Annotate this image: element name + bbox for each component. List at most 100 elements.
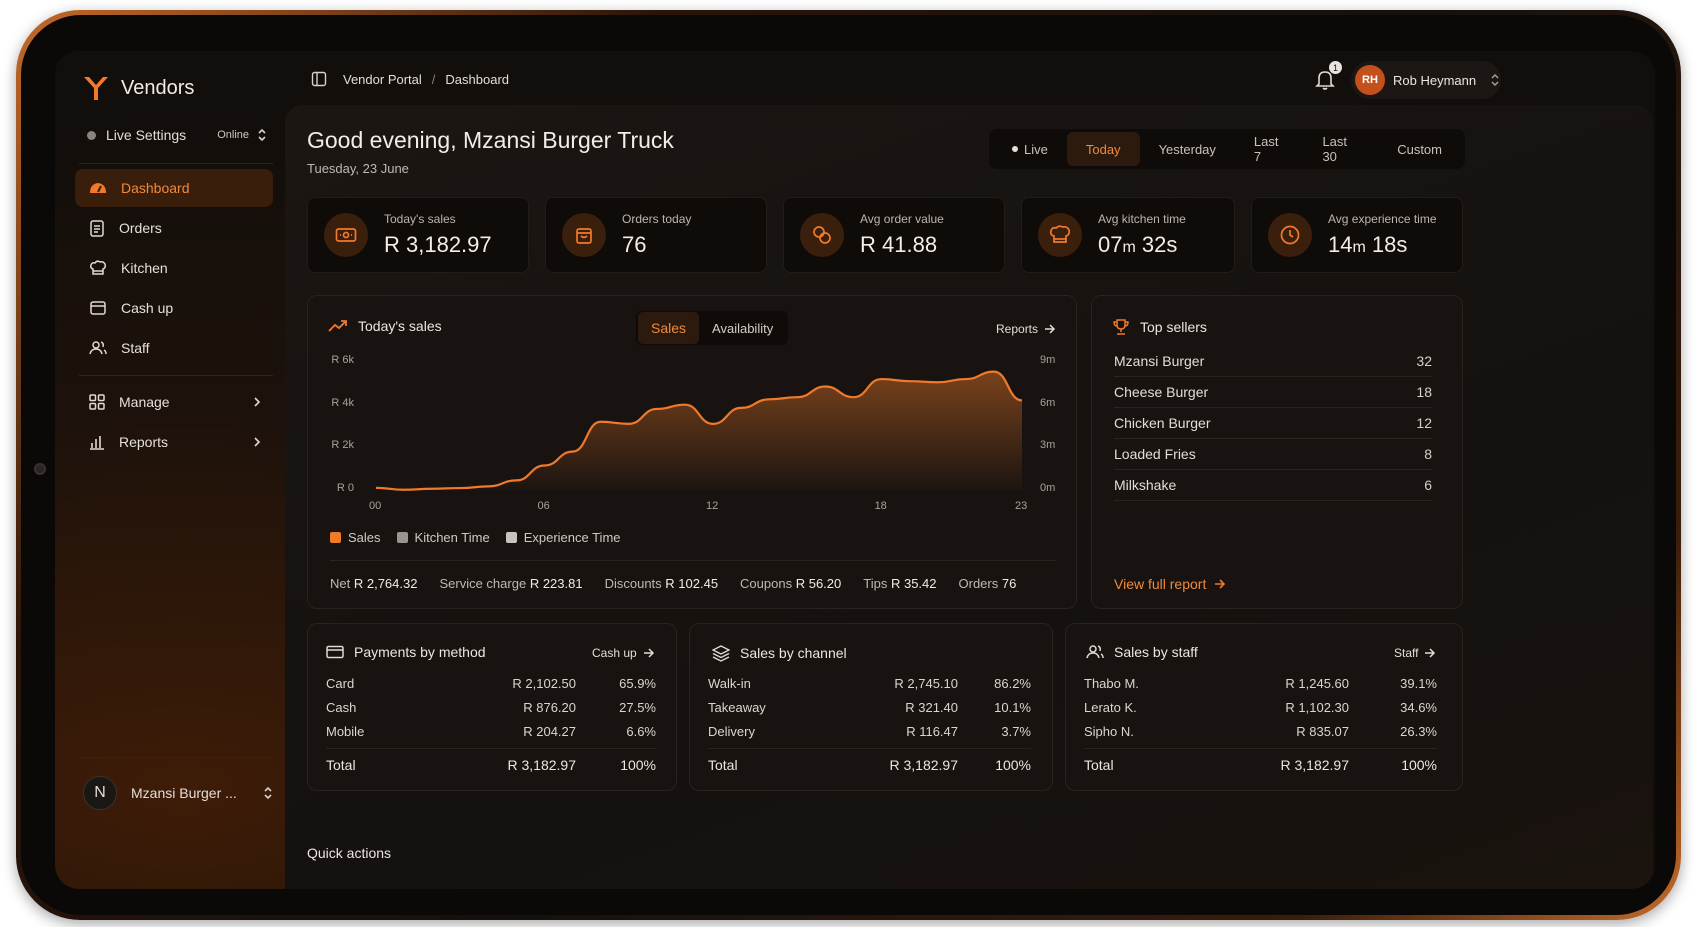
divider [79,757,273,758]
row-percent: 34.6% [1400,700,1437,715]
range-last-30[interactable]: Last 30 [1322,134,1348,164]
breadcrumb-root[interactable]: Vendor Portal [343,71,422,87]
legend-experience-time[interactable]: Experience Time [505,530,621,545]
chart-legend: Sales Kitchen Time Experience Time [330,530,621,545]
row-amount: R 116.47 [906,724,958,739]
sidebar-item-reports[interactable]: Reports [75,423,273,461]
total-row: Total R 3,182.97 100% [326,757,656,773]
total-label: Total [708,757,738,773]
selector-icon [1491,74,1499,86]
divider [326,748,656,749]
sidebar-toggle-icon[interactable] [311,71,327,87]
card-title: Today's sales [328,318,442,334]
list-item[interactable]: Chicken Burger 12 [1114,408,1432,439]
range-yesterday[interactable]: Yesterday [1158,141,1216,157]
list-item[interactable]: Cheese Burger 18 [1114,377,1432,408]
bell-icon[interactable] [1315,69,1335,91]
x-tick-label: 12 [706,500,719,512]
date-range-selector: Live Today Yesterday Last 7 Last 30 Cust… [989,129,1465,169]
sidebar-item-cash-up[interactable]: Cash up [75,289,273,327]
range-today[interactable]: Today [1066,132,1140,166]
live-settings[interactable]: Live Settings Online [87,127,267,143]
sidebar-item-kitchen[interactable]: Kitchen [75,249,273,287]
seller-count: 32 [1416,353,1432,369]
chevron-right-icon [254,437,261,447]
x-tick-label: 06 [537,500,550,512]
camera-dot [34,463,46,475]
y-tick-label-right: 9m [1040,354,1056,366]
table-row: Lerato K. R 1,102.30 34.6% [1084,700,1437,715]
range-last-7[interactable]: Last 7 [1253,134,1279,164]
sales-area-chart [375,370,1023,491]
legend-sales[interactable]: Sales [330,530,381,545]
total-amount: R 3,182.97 [889,757,959,773]
arrow-right-icon [1215,579,1226,589]
kpi-label: Orders today [622,212,692,226]
user-name: Rob Heymann [1393,72,1477,88]
cash-up-link[interactable]: Cash up [592,646,655,660]
range-live[interactable]: Live [993,132,1067,166]
brand[interactable]: Vendors [81,73,194,103]
link-label: Staff [1394,646,1419,660]
view-full-report-link[interactable]: View full report [1114,576,1226,592]
account-name: Mzansi Burger ... [131,785,237,801]
total-percent: 100% [620,757,656,773]
kpi-label: Avg experience time [1328,212,1437,226]
breadcrumb-separator: / [431,71,436,87]
list-item[interactable]: Loaded Fries 8 [1114,439,1432,470]
list-item[interactable]: Milkshake 6 [1114,470,1432,501]
row-percent: 27.5% [619,700,656,715]
total-label: Total [1084,757,1114,773]
channels-card: Sales by channel Walk-in R 2,745.10 86.2% T… [689,623,1053,791]
range-live-label: Live [1024,141,1048,157]
x-tick-label: 18 [874,500,887,512]
kpi-avg-kitchen-time: Avg kitchen time 07m 32s [1021,197,1235,273]
coins-icon [800,213,844,257]
sidebar-item-staff[interactable]: Staff [75,329,273,367]
table-row: Card R 2,102.50 65.9% [326,676,656,691]
trending-up-icon [328,320,347,332]
row-percent: 3.7% [1001,724,1031,739]
kpi-label: Today's sales [384,212,456,226]
reports-link[interactable]: Reports [996,322,1056,336]
arrow-right-icon [1045,324,1056,334]
row-percent: 39.1% [1400,676,1437,691]
notification-badge: 1 [1329,61,1342,74]
seller-name: Loaded Fries [1114,446,1196,462]
card-title: Sales by channel [712,644,847,662]
row-percent: 26.3% [1400,724,1437,739]
summary-net: Net R 2,764.32 [330,576,418,591]
divider [79,375,273,376]
sidebar-item-dashboard[interactable]: Dashboard [75,169,273,207]
sidebar-item-manage[interactable]: Manage [75,383,273,421]
user-menu[interactable]: RH Rob Heymann [1351,61,1501,99]
row-amount: R 1,245.60 [1285,676,1349,691]
row-percent: 10.1% [994,700,1031,715]
seller-name: Cheese Burger [1114,384,1209,400]
kpi-label: Avg order value [860,212,944,226]
chevron-right-icon [254,397,261,407]
table-row: Cash R 876.20 27.5% [326,700,656,715]
legend-kitchen-time[interactable]: Kitchen Time [396,530,490,545]
card-title: Sales by staff [1086,644,1198,660]
total-row: Total R 3,182.97 100% [1084,757,1437,773]
range-custom[interactable]: Custom [1397,141,1442,157]
live-settings-label: Live Settings [106,127,187,143]
toggle-availability[interactable]: Availability [712,320,774,336]
kpi-today-sales: Today's sales R 3,182.97 [307,197,529,273]
staff-link[interactable]: Staff [1394,646,1436,660]
account-switcher[interactable]: N Mzansi Burger ... [83,771,273,815]
sidebar-item-orders[interactable]: Orders [75,209,273,247]
y-tick-label-right: 6m [1040,396,1056,409]
seller-name: Milkshake [1114,477,1177,493]
table-row: Walk-in R 2,745.10 86.2% [708,676,1031,691]
trophy-icon [1113,319,1129,335]
card-title-label: Today's sales [358,318,442,334]
list-item[interactable]: Mzansi Burger 32 [1114,346,1432,377]
row-name: Lerato K. [1084,700,1137,715]
sidebar-item-label: Reports [119,434,169,450]
toggle-sales[interactable]: Sales [638,312,700,344]
row-amount: R 876.20 [523,700,576,715]
chart-mode-toggle: Sales Availability [636,311,789,345]
seller-count: 12 [1416,415,1432,431]
